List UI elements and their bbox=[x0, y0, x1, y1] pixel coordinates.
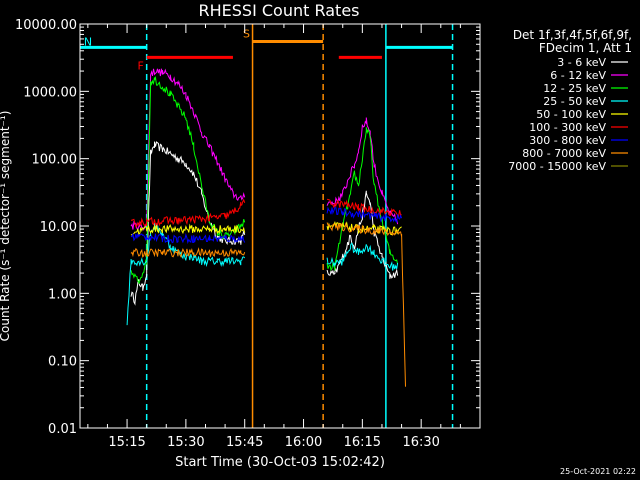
series-line bbox=[130, 206, 403, 245]
legend-label: 3 - 6 keV bbox=[557, 56, 606, 69]
status-label: N bbox=[84, 35, 92, 48]
legend-label: 50 - 100 keV bbox=[536, 108, 606, 121]
legend-label: 6 - 12 keV bbox=[550, 69, 606, 82]
series-line bbox=[126, 223, 399, 326]
y-tick-label: 0.10 bbox=[48, 355, 77, 370]
legend-label: 300 - 800 keV bbox=[529, 134, 606, 147]
x-axis-label: Start Time (30-Oct-03 15:02:42) bbox=[175, 455, 385, 470]
series-line bbox=[130, 222, 406, 387]
y-axis-label: Count Rate (s⁻¹ detector⁻¹ segment⁻¹) bbox=[0, 111, 12, 342]
x-tick-label: 16:30 bbox=[402, 435, 439, 450]
y-tick-label: 100.00 bbox=[32, 153, 78, 168]
legend-label: 800 - 7000 keV bbox=[522, 147, 606, 160]
legend: Det 1f,3f,4f,5f,6f,9f,FDecim 1, Att 13 -… bbox=[508, 28, 632, 173]
x-axis: 15:15 15:30 15:45 16:00 16:15 16:30 bbox=[87, 24, 481, 450]
legend-label: 100 - 300 keV bbox=[529, 121, 606, 134]
y-tick-label: 1000.00 bbox=[23, 85, 77, 100]
chart-title: RHESSI Count Rates bbox=[199, 1, 360, 20]
legend-label: 7000 - 15000 keV bbox=[508, 160, 606, 173]
status-label: F bbox=[138, 59, 144, 72]
y-tick-label: 1.00 bbox=[48, 287, 77, 302]
plot-area: N F S bbox=[80, 24, 454, 428]
legend-header: FDecim 1, Att 1 bbox=[539, 41, 632, 55]
x-tick-label: 15:30 bbox=[167, 435, 204, 450]
y-tick-label: 0.01 bbox=[48, 422, 77, 437]
y-tick-label: 10000.00 bbox=[15, 18, 77, 33]
status-label: S bbox=[243, 27, 250, 40]
series-line bbox=[130, 198, 402, 228]
x-tick-label: 15:15 bbox=[108, 435, 145, 450]
x-tick-label: 16:00 bbox=[285, 435, 322, 450]
series-line bbox=[130, 75, 399, 284]
legend-label: 25 - 50 keV bbox=[543, 95, 606, 108]
legend-label: 12 - 25 keV bbox=[543, 82, 606, 95]
y-tick-label: 10.00 bbox=[40, 220, 77, 235]
legend-header: Det 1f,3f,4f,5f,6f,9f, bbox=[513, 28, 632, 42]
x-tick-label: 16:15 bbox=[344, 435, 381, 450]
y-axis: 0.01 0.10 1.00 10.00 100.00 1000.00 10000.00 bbox=[15, 18, 480, 437]
timestamp: 25-Oct-2021 02:22 bbox=[560, 467, 636, 476]
x-tick-label: 15:45 bbox=[226, 435, 263, 450]
